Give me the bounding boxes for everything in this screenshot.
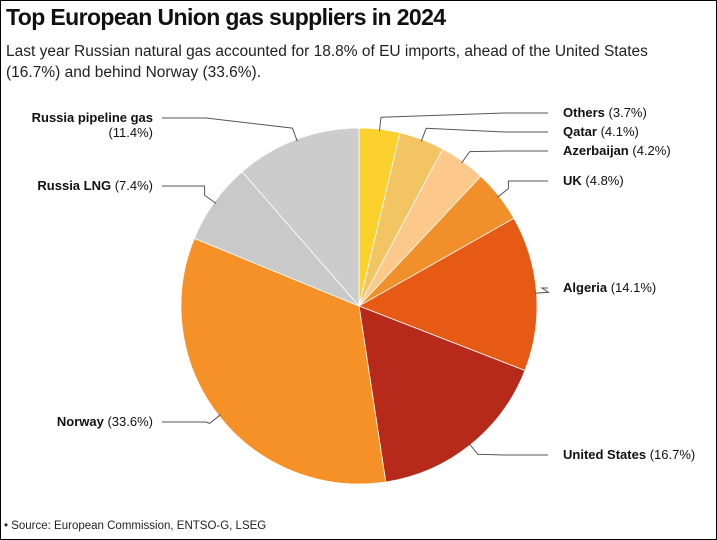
slice-name-uk: UK — [563, 173, 582, 188]
slice-value-others: (3.7%) — [605, 105, 647, 120]
chart-subtitle: Last year Russian natural gas accounted … — [6, 43, 648, 81]
slice-value-united-states: (16.7%) — [646, 447, 695, 462]
slice-name-united-states: United States — [563, 447, 646, 462]
slice-value-russia-pipeline-gas: (11.4%) — [108, 125, 153, 140]
source-note: • Source: European Commission, ENTSO-G, … — [4, 520, 267, 532]
slice-value-qatar: (4.1%) — [597, 124, 639, 139]
slice-label-algeria: Algeria (14.1%) — [563, 280, 656, 295]
slice-name-others: Others — [563, 105, 605, 120]
leader-line-qatar — [420, 127, 548, 142]
slice-name-algeria: Algeria — [563, 280, 608, 295]
slice-label-uk: UK (4.8%) — [563, 173, 624, 188]
slice-name-russia-lng: Russia LNG — [37, 178, 111, 193]
slice-label-others: Others (3.7%) — [563, 105, 647, 120]
slice-value-norway: (33.6%) — [104, 414, 153, 429]
chart-title: Top European Union gas suppliers in 2024 — [6, 4, 446, 30]
slice-label-qatar: Qatar (4.1%) — [563, 124, 639, 139]
slice-name-azerbaijan: Azerbaijan — [563, 143, 629, 158]
slice-label-russia-lng: Russia LNG (7.4%) — [37, 178, 153, 193]
pie-leader-lines — [162, 112, 551, 456]
slice-name-qatar: Qatar — [563, 124, 597, 139]
slice-label-norway: Norway (33.6%) — [57, 414, 153, 429]
leader-line-algeria — [534, 287, 551, 294]
pie-slices — [180, 127, 538, 485]
leader-line-others — [378, 112, 548, 132]
pie-labels: Others (3.7%) Qatar (4.1%) Azerbaijan (4.2… — [32, 105, 696, 462]
slice-value-uk: (4.8%) — [582, 173, 624, 188]
slice-label-united-states: United States (16.7%) — [563, 447, 695, 462]
leader-line-azerbaijan — [461, 150, 548, 164]
leader-line-uk — [497, 180, 548, 198]
leader-line-russia-pipeline-gas — [162, 117, 298, 142]
leader-line-united-states — [468, 443, 548, 456]
slice-value-azerbaijan: (4.2%) — [629, 143, 671, 158]
slice-value-algeria: (14.1%) — [607, 280, 656, 295]
slice-label-azerbaijan: Azerbaijan (4.2%) — [563, 143, 671, 158]
slice-name-russia-pipeline-gas: Russia pipeline gas — [32, 110, 153, 125]
slice-name-norway: Norway — [57, 414, 105, 429]
leader-line-russia-lng — [162, 185, 217, 204]
slice-value-russia-lng: (7.4%) — [111, 178, 153, 193]
slice-label-russia-pipeline-gas: Russia pipeline gas (11.4%) — [32, 110, 153, 140]
leader-line-norway — [162, 414, 221, 424]
